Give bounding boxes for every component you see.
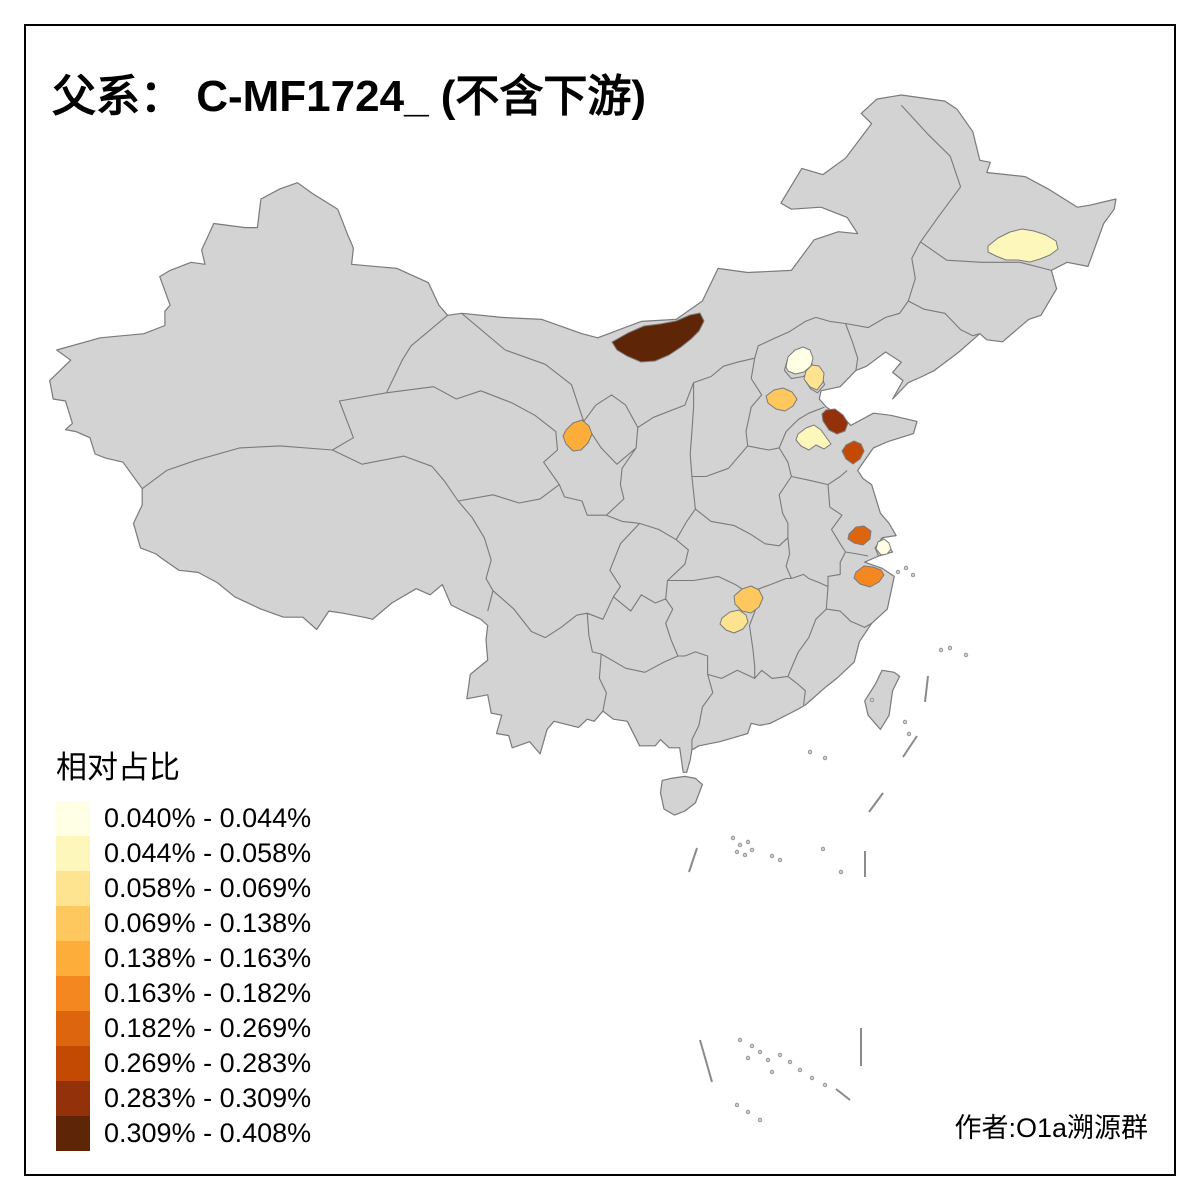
legend-row: 0.044% - 0.058% [56,836,311,871]
legend-row: 0.182% - 0.269% [56,1011,311,1046]
legend-label: 0.069% - 0.138% [104,908,312,938]
legend-label: 0.269% - 0.283% [104,1048,312,1078]
legend-row: 0.069% - 0.138% [56,906,311,941]
legend-label: 0.040% - 0.044% [104,803,312,833]
legend-label: 0.283% - 0.309% [104,1083,312,1113]
legend-row: 0.163% - 0.182% [56,976,311,1011]
region-inner-mongolia-bayannur [611,312,705,363]
legend-label: 0.309% - 0.408% [104,1118,312,1148]
legend-rows: 0.040% - 0.044% 0.044% - 0.058% 0.058% - 0… [56,801,311,1151]
legend-label: 0.138% - 0.163% [104,943,312,973]
nine-dash-line [688,675,929,1101]
province-borders [141,104,1052,750]
legend-swatch [56,1081,90,1116]
legend-swatch [56,941,90,976]
small-islands [730,565,969,1123]
legend-label: 0.182% - 0.269% [104,1013,312,1043]
region-north-shandong-coastal [821,408,849,435]
attribution: 作者:O1a溯源群 [954,1113,1148,1143]
legend-swatch [56,871,90,906]
legend-label: 0.058% - 0.069% [104,873,312,903]
legend-swatch [56,1116,90,1151]
region-tianjin [803,364,825,391]
legend-label: 0.163% - 0.182% [104,978,312,1008]
region-zhejiang-hangzhou [853,565,885,588]
legend-row: 0.283% - 0.309% [56,1081,311,1116]
legend-swatch [56,801,90,836]
region-gansu-lanzhou [562,419,593,452]
legend-label: 0.044% - 0.058% [104,838,312,868]
legend: 相对占比 0.040% - 0.044% 0.044% - 0.058% 0.058… [56,742,311,1151]
region-south-shandong-coastal [841,440,865,465]
region-hebei-shijiazhuang [765,387,798,412]
region-heilongjiang-suihua [987,228,1059,263]
legend-row: 0.138% - 0.163% [56,941,311,976]
legend-title: 相对占比 [56,750,180,785]
hainan-island [659,775,703,816]
page-title: 父系： C-MF1724_ (不含下游) [52,72,647,121]
region-shandong-jinan [795,424,832,451]
region-shanghai [875,538,892,556]
legend-swatch [56,1046,90,1081]
legend-row: 0.058% - 0.069% [56,871,311,906]
legend-swatch [56,836,90,871]
region-beijing [785,346,814,375]
legend-swatch [56,976,90,1011]
taiwan-island [864,669,901,730]
region-central-jiangsu [847,525,872,546]
legend-row: 0.309% - 0.408% [56,1116,311,1151]
legend-row: 0.040% - 0.044% [56,801,311,836]
region-hunan-xiangtan [719,609,749,634]
region-hunan-changsha [733,585,764,614]
legend-swatch [56,1011,90,1046]
legend-swatch [56,906,90,941]
legend-row: 0.269% - 0.283% [56,1046,311,1081]
